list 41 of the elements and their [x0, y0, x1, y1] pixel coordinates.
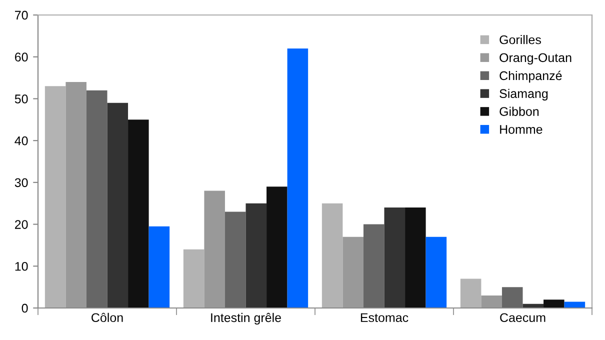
bar [86, 90, 108, 308]
y-tick-label: 60 [15, 52, 28, 62]
bar [44, 86, 66, 308]
y-tick-label: 10 [15, 262, 28, 271]
bar [426, 236, 447, 308]
legend-label: Homme [500, 125, 542, 134]
bar [363, 224, 384, 308]
legend-label: Chimpanzé [500, 70, 562, 83]
bar [246, 203, 267, 308]
bar [266, 186, 288, 308]
y-tick-label: 40 [14, 136, 28, 146]
bar [564, 302, 586, 308]
bar [107, 102, 128, 308]
bar [342, 236, 364, 308]
legend-label: Orang-Outan [500, 53, 572, 65]
x-tick-label: Côlon [92, 312, 123, 322]
y-tick-label: 0 [22, 304, 28, 313]
bar [481, 295, 502, 308]
y-tick-label: 70 [15, 10, 28, 20]
legend-label: Gorilles [500, 35, 541, 44]
y-tick-label: 50 [14, 94, 28, 104]
x-tick-label: Estomac [360, 313, 408, 322]
legend-label: Siamang [500, 88, 548, 101]
bar [66, 82, 86, 308]
bar [224, 212, 246, 308]
bar [148, 226, 170, 308]
x-tick-label: Intestin grêle [211, 312, 281, 325]
x-tick-label: Caecum [500, 313, 546, 322]
bar [405, 208, 426, 308]
bar [204, 190, 225, 308]
bar [322, 203, 343, 308]
bar [502, 287, 523, 308]
y-tick-label: 20 [15, 220, 28, 229]
bar [128, 120, 149, 308]
bar [287, 48, 308, 308]
bar [183, 249, 204, 308]
legend-label: Gibbon [500, 106, 539, 116]
bar [460, 278, 482, 308]
bar [384, 208, 406, 308]
y-tick-label: 30 [14, 178, 28, 188]
bar [544, 300, 564, 308]
